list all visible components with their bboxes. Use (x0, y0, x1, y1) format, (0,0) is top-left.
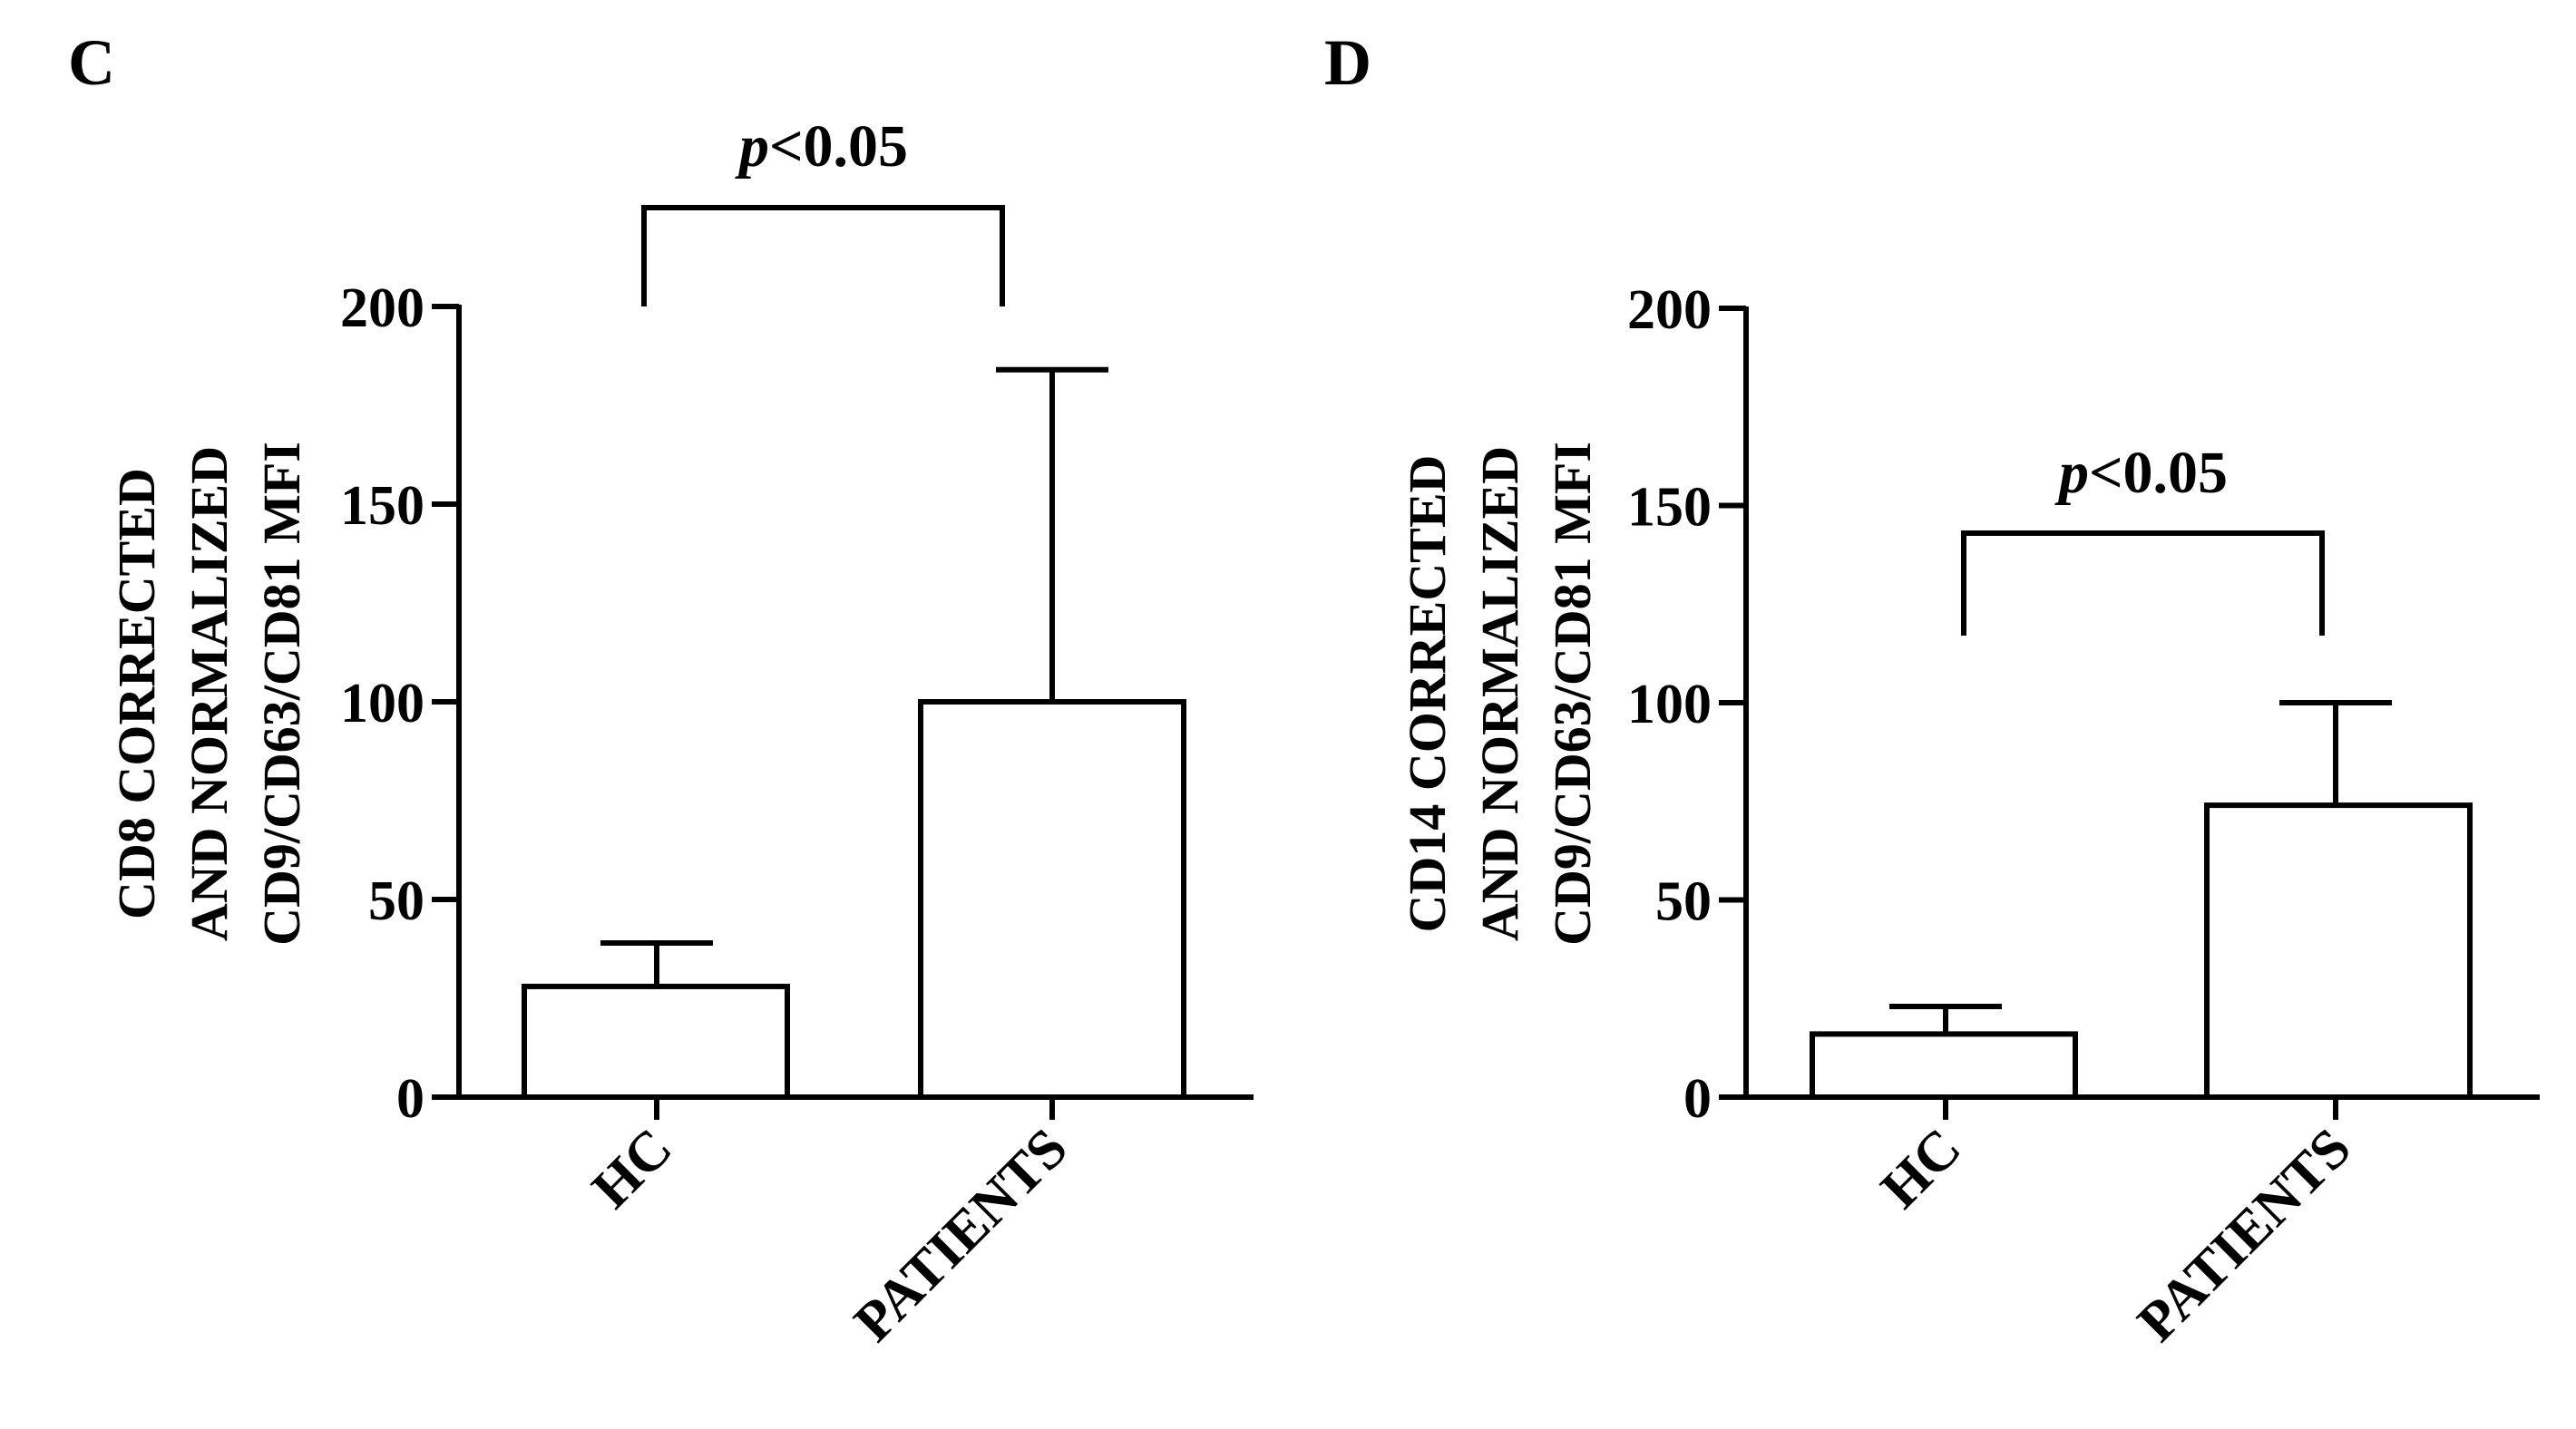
bar-patients (2204, 802, 2473, 1100)
p-threshold: <0.05 (769, 113, 908, 180)
y-tick-label: 50 (1655, 871, 1712, 933)
significance-annotation: p<0.05 (2054, 440, 2228, 506)
significance-bracket (1961, 530, 2325, 637)
y-tick-label: 100 (1627, 674, 1712, 735)
x-tick-label-hc: HC (1869, 1117, 1973, 1220)
y-tick-label: 50 (368, 870, 424, 932)
y-tick-label: 100 (340, 673, 424, 734)
y-axis-label-line: CD8 CORRECTED (107, 468, 166, 919)
y-tick-label: 200 (340, 277, 424, 339)
significance-bracket (641, 205, 1005, 306)
panel-d: D 0 50 100 150 200 CD14 CORRECTED AND NORMALIZE… (1324, 26, 2540, 1354)
y-axis-label-line: CD9/CD63/CD81 MFI (252, 442, 311, 946)
panel-label: D (1324, 26, 1371, 99)
y-tick-label: 0 (396, 1068, 424, 1130)
x-tick-label-patients: PATIENTS (2126, 1117, 2363, 1354)
significance-annotation: p<0.05 (735, 113, 908, 180)
y-tick-label: 150 (340, 475, 424, 537)
y-axis-label-line: CD9/CD63/CD81 MFI (1543, 442, 1602, 946)
bar-patients (918, 699, 1186, 1100)
y-axis-label-line: AND NORMALIZED (180, 446, 239, 941)
p-symbol: p (735, 113, 769, 180)
x-tick-label-hc: HC (581, 1117, 684, 1220)
p-threshold: <0.05 (2089, 440, 2228, 506)
p-symbol: p (2054, 440, 2089, 506)
y-tick-label: 150 (1627, 477, 1712, 539)
bar-hc (1810, 1031, 2078, 1101)
y-tick-label: 200 (1627, 279, 1712, 341)
y-axis-label-line: CD14 CORRECTED (1398, 455, 1457, 933)
panel-c: C 0 50 100 150 200 CD8 CORRECTED AND NORMALIZED… (68, 26, 1254, 1354)
bar-hc (522, 983, 790, 1101)
panel-label: C (68, 26, 115, 99)
y-tick-label: 0 (1683, 1068, 1712, 1130)
x-tick-label-patients: PATIENTS (843, 1117, 1079, 1354)
y-axis-label-line: AND NORMALIZED (1470, 446, 1529, 941)
